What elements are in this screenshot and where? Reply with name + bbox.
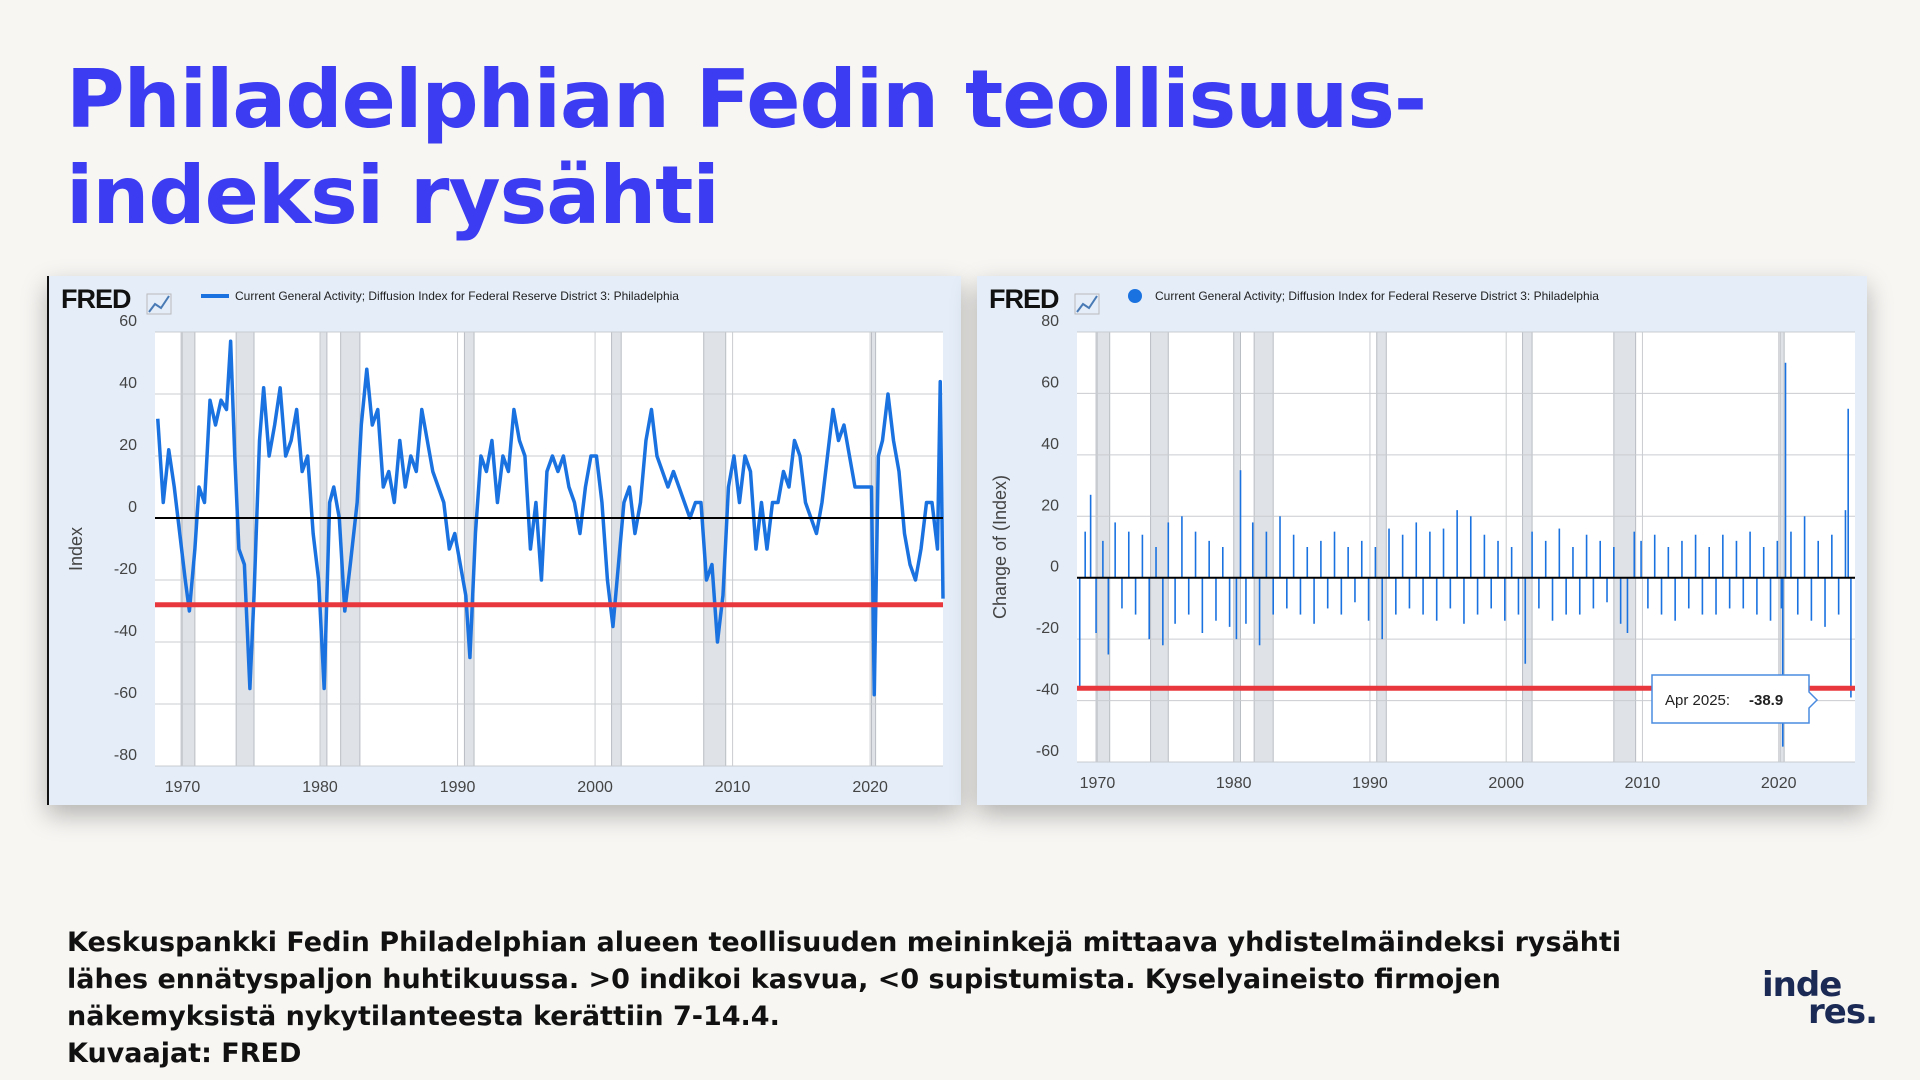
x-tick-label: 1990 bbox=[1352, 775, 1388, 792]
fred-icon bbox=[148, 295, 170, 313]
y-axis-label: Change of (Index) bbox=[990, 475, 1010, 619]
x-tick-label: 2000 bbox=[577, 779, 613, 796]
y-tick-label: 60 bbox=[1041, 374, 1059, 391]
fred-icon-frame bbox=[146, 293, 172, 315]
caption-line: Kuvaajat: FRED bbox=[67, 1038, 302, 1069]
tooltip-label: Apr 2025: bbox=[1665, 692, 1730, 709]
logo-line: res. bbox=[1808, 992, 1878, 1032]
legend-label: Current General Activity; Diffusion Inde… bbox=[1155, 289, 1599, 303]
y-tick-label: 60 bbox=[119, 313, 137, 330]
y-tick-label: 20 bbox=[119, 437, 137, 454]
caption: Keskuspankki Fedin Philadelphian alueen … bbox=[67, 924, 1621, 1072]
y-tick-label: 20 bbox=[1041, 497, 1059, 514]
y-tick-label: -60 bbox=[1036, 743, 1059, 760]
x-tick-label: 2010 bbox=[1625, 775, 1661, 792]
logo: inde res. bbox=[1762, 965, 1878, 1032]
y-tick-label: -20 bbox=[1036, 620, 1059, 637]
x-tick-label: 1970 bbox=[165, 779, 201, 796]
title-line: Philadelphian Fedin teollisuus- bbox=[66, 53, 1427, 146]
fred-logo: FRED bbox=[61, 284, 131, 314]
x-tick-label: 2020 bbox=[1761, 775, 1797, 792]
recession-band bbox=[463, 331, 475, 767]
recession-band bbox=[1150, 331, 1169, 763]
y-tick-label: 40 bbox=[119, 375, 137, 392]
y-tick-label: -60 bbox=[114, 685, 137, 702]
recession-band bbox=[703, 331, 727, 767]
chart: -80 -60 -40 -20 0 20 40 60 1970 1980 1990 2000 2010 2… bbox=[49, 276, 961, 805]
legend-label: Current General Activity; Diffusion Inde… bbox=[235, 289, 679, 303]
logo-line: inde bbox=[1762, 965, 1842, 1005]
caption-line: Keskuspankki Fedin Philadelphian alueen … bbox=[67, 927, 1622, 958]
y-tick-label: -80 bbox=[114, 747, 137, 764]
chart-card: -80 -60 -40 -20 0 20 40 60 1970 1980 1990 2000 2010 2… bbox=[47, 276, 961, 805]
y-tick-label: -40 bbox=[114, 623, 137, 640]
recession-band bbox=[1522, 331, 1533, 763]
recession-band bbox=[1613, 331, 1637, 763]
recession-band bbox=[319, 331, 328, 767]
fred-logo: FRED bbox=[989, 284, 1059, 314]
title-line: indeksi rysähti bbox=[66, 149, 720, 242]
y-tick-label: 80 bbox=[1041, 313, 1059, 330]
x-tick-label: 1990 bbox=[440, 779, 476, 796]
caption-line: näkemyksistä nykytilanteesta kerättiin 7… bbox=[67, 1001, 780, 1032]
chart-card: -60 -40 -20 0 20 40 60 80 1970 1980 1990 2000 2010 20… bbox=[977, 276, 1867, 805]
fred-icon-frame bbox=[1074, 293, 1100, 315]
tooltip-box bbox=[1651, 674, 1819, 724]
recession-band bbox=[1233, 331, 1242, 763]
x-tick-label: 2010 bbox=[715, 779, 751, 796]
recession-band bbox=[1253, 331, 1274, 763]
y-tick-label: 40 bbox=[1041, 436, 1059, 453]
chart: -60 -40 -20 0 20 40 60 80 1970 1980 1990 2000 2010 20… bbox=[977, 276, 1867, 805]
x-tick-label: 1980 bbox=[302, 779, 338, 796]
x-tick-label: 2020 bbox=[852, 779, 888, 796]
x-tick-label: 2000 bbox=[1488, 775, 1524, 792]
y-axis-label: Index bbox=[66, 527, 86, 571]
y-tick-label: 0 bbox=[1050, 559, 1059, 576]
y-tick-label: -40 bbox=[1036, 682, 1059, 699]
x-tick-label: 1970 bbox=[1080, 775, 1116, 792]
plot-area bbox=[155, 332, 943, 766]
recession-band bbox=[1376, 331, 1387, 763]
caption-line: lähes ennätyspaljon huhtikuussa. >0 indi… bbox=[67, 964, 1501, 995]
y-tick-label: 0 bbox=[128, 499, 137, 516]
x-tick-label: 1980 bbox=[1216, 775, 1252, 792]
y-tick-label: -20 bbox=[114, 561, 137, 578]
legend-key bbox=[1128, 289, 1142, 303]
tooltip-value: -38.9 bbox=[1749, 692, 1783, 709]
slide-title: Philadelphian Fedin teollisuus-indeksi r… bbox=[66, 52, 1427, 244]
fred-icon bbox=[1076, 295, 1098, 313]
